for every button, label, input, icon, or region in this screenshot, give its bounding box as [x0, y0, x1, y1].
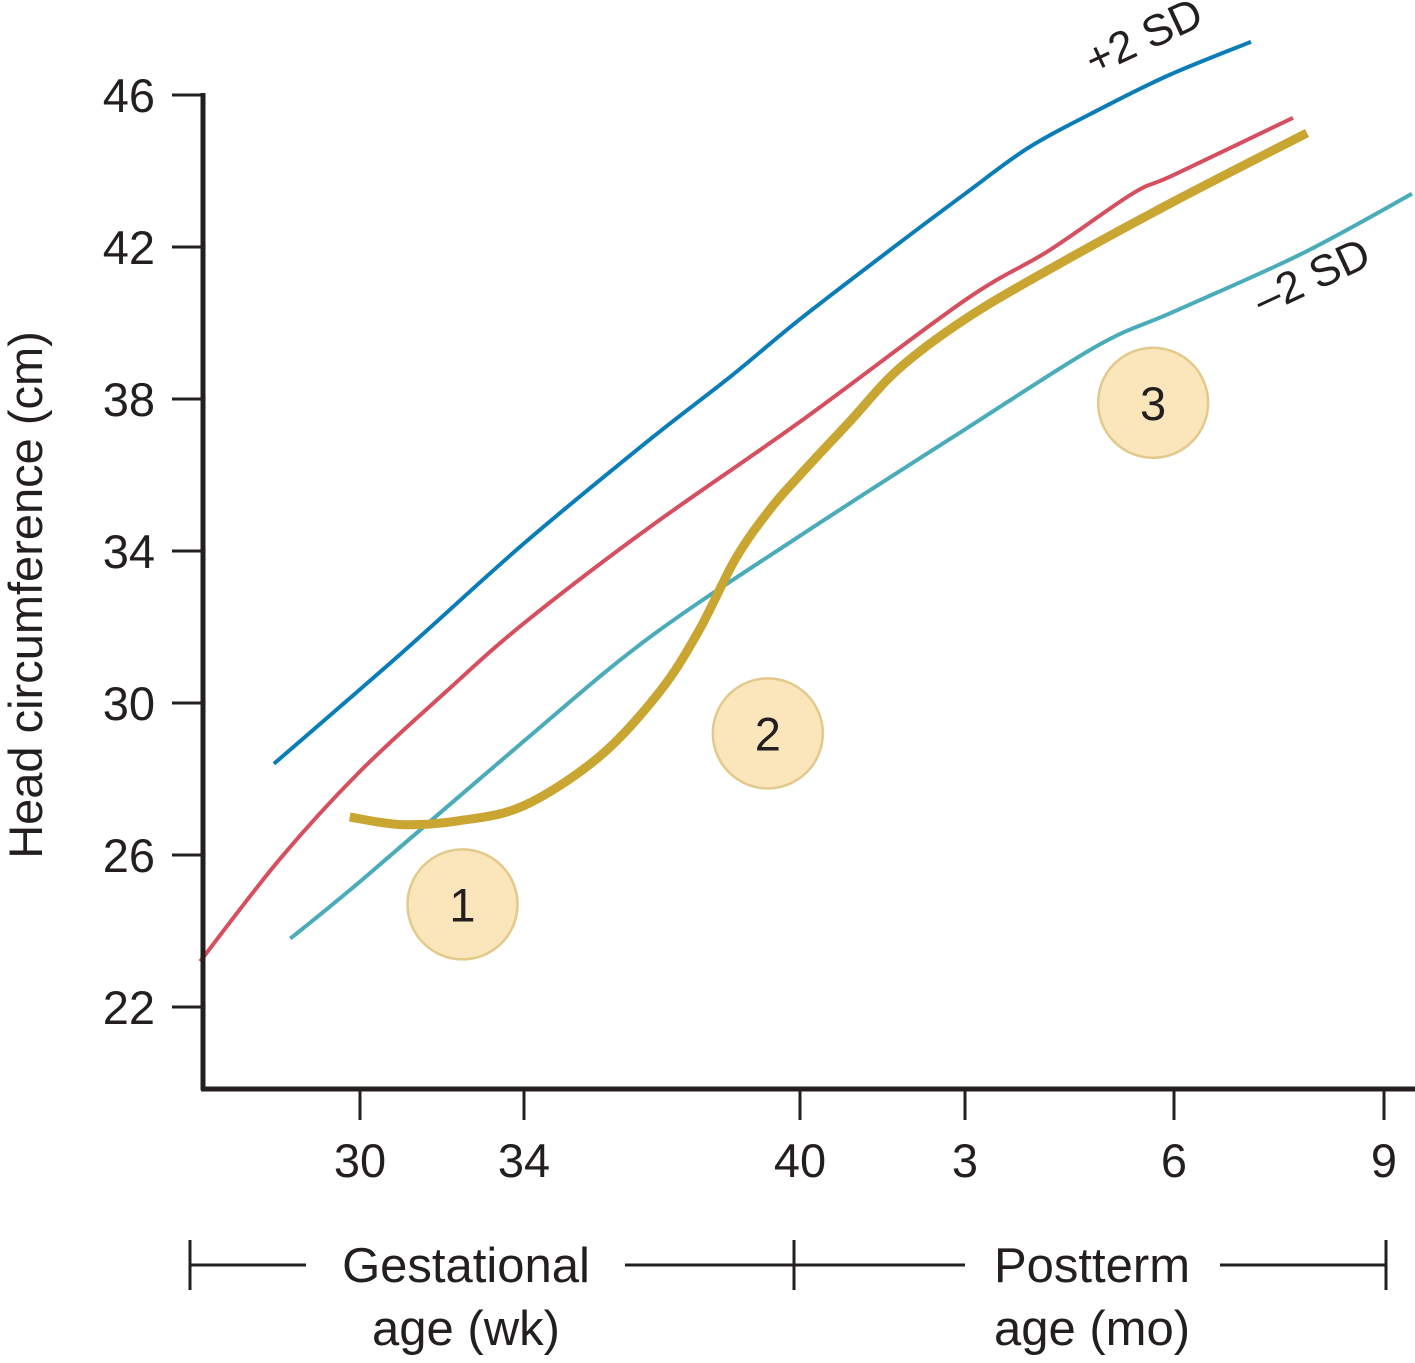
x-tick-label: 9 [1371, 1134, 1397, 1187]
postterm-section-label: Postterm [994, 1239, 1190, 1293]
x-tick-label: 34 [498, 1134, 550, 1187]
x-section-brackets: Gestational age (wk) Postterm age (mo) [188, 1239, 1388, 1356]
x-tick-label: 6 [1161, 1134, 1187, 1187]
mean-curve [198, 115, 1294, 963]
y-tick-label: 38 [103, 373, 155, 426]
y-tick-label: 46 [103, 69, 155, 122]
series-layer [198, 39, 1413, 963]
x-tick-label: 30 [334, 1134, 386, 1187]
gestational-section-unit: age (wk) [372, 1302, 560, 1356]
series-label-plus-2sd: +2 SD [1078, 0, 1211, 85]
postterm-section-unit: age (mo) [994, 1302, 1190, 1356]
annotation-label: 2 [755, 707, 781, 760]
minus-2sd-curve [289, 192, 1413, 941]
annotation-circle-1 [406, 848, 519, 961]
annotation-layer: 1 2 3 [406, 346, 1210, 961]
patient-curve [349, 128, 1310, 830]
y-tick-label: 30 [103, 677, 155, 730]
x-tick-label: 3 [952, 1134, 978, 1187]
y-tick-label: 26 [103, 829, 155, 882]
series-label-minus-2sd: –2 SD [1246, 229, 1378, 325]
gestational-section-label: Gestational [342, 1239, 590, 1293]
axes [200, 93, 1415, 1092]
ticks-layer: 22 26 30 34 38 42 46 30 34 40 3 6 9 [103, 69, 1397, 1187]
plus-2sd-curve [272, 39, 1252, 766]
annotation-circle-3 [1096, 346, 1210, 460]
y-tick-label: 34 [103, 525, 155, 578]
x-tick-label: 40 [774, 1134, 826, 1187]
y-axis-label: Head circumference (cm) [0, 331, 52, 859]
annotation-label: 3 [1140, 377, 1166, 430]
annotation-label: 1 [449, 878, 475, 931]
y-tick-label: 42 [103, 221, 155, 274]
y-tick-label: 22 [103, 981, 155, 1034]
annotation-circle-2 [711, 677, 825, 790]
